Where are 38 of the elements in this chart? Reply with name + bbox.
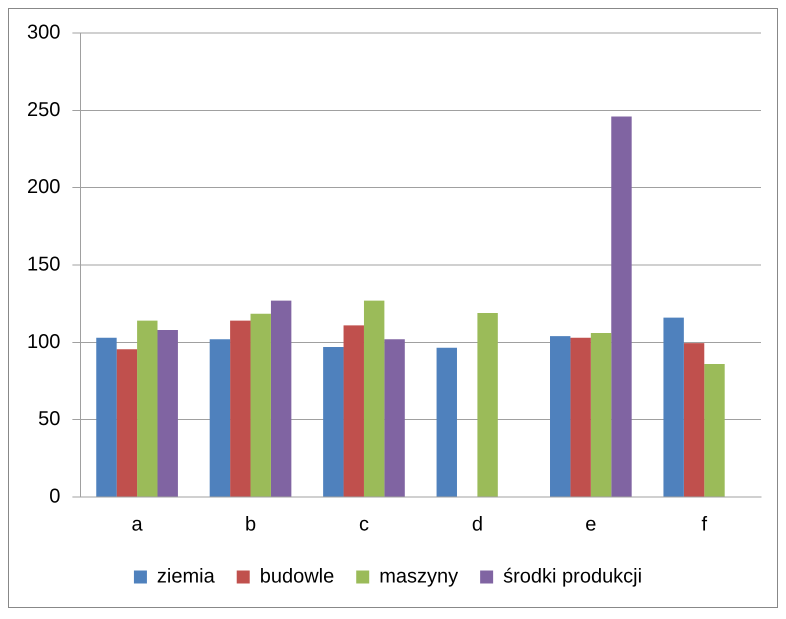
legend-label: ziemia bbox=[156, 566, 216, 588]
bar bbox=[570, 338, 591, 496]
bar bbox=[270, 300, 292, 496]
bar bbox=[250, 314, 271, 496]
y-tick-label: 300 bbox=[26, 22, 60, 44]
x-tick-label: c bbox=[358, 514, 369, 536]
bar bbox=[477, 312, 498, 496]
bar bbox=[384, 339, 405, 496]
bar bbox=[210, 339, 230, 496]
y-tick-label: 0 bbox=[49, 486, 60, 508]
bar bbox=[230, 320, 251, 496]
bar bbox=[590, 333, 612, 496]
bar bbox=[158, 330, 178, 496]
y-tick-label: 50 bbox=[38, 408, 60, 430]
bar bbox=[436, 348, 457, 496]
y-tick-label: 100 bbox=[26, 330, 60, 353]
x-tick-label: e bbox=[585, 514, 596, 536]
y-tick-label: 200 bbox=[26, 176, 60, 198]
legend-label: budowle bbox=[260, 566, 334, 588]
x-tick-label: f bbox=[702, 514, 708, 536]
bar bbox=[364, 300, 384, 496]
legend-label: maszyny bbox=[379, 566, 458, 588]
bar bbox=[323, 346, 344, 496]
x-tick-label: a bbox=[132, 514, 144, 536]
bar bbox=[137, 320, 158, 496]
x-tick-label: d bbox=[472, 514, 483, 536]
bar bbox=[704, 364, 725, 496]
bar bbox=[344, 325, 364, 496]
y-tick-label: 250 bbox=[26, 98, 60, 121]
bar bbox=[96, 338, 117, 496]
bar bbox=[116, 349, 138, 496]
bar bbox=[684, 343, 704, 496]
x-tick-label: b bbox=[244, 514, 256, 536]
bar bbox=[550, 336, 570, 496]
bar bbox=[611, 116, 632, 496]
bar bbox=[663, 318, 684, 496]
legend-label: środki produkcji bbox=[503, 566, 642, 588]
y-tick-label: 150 bbox=[26, 254, 60, 276]
